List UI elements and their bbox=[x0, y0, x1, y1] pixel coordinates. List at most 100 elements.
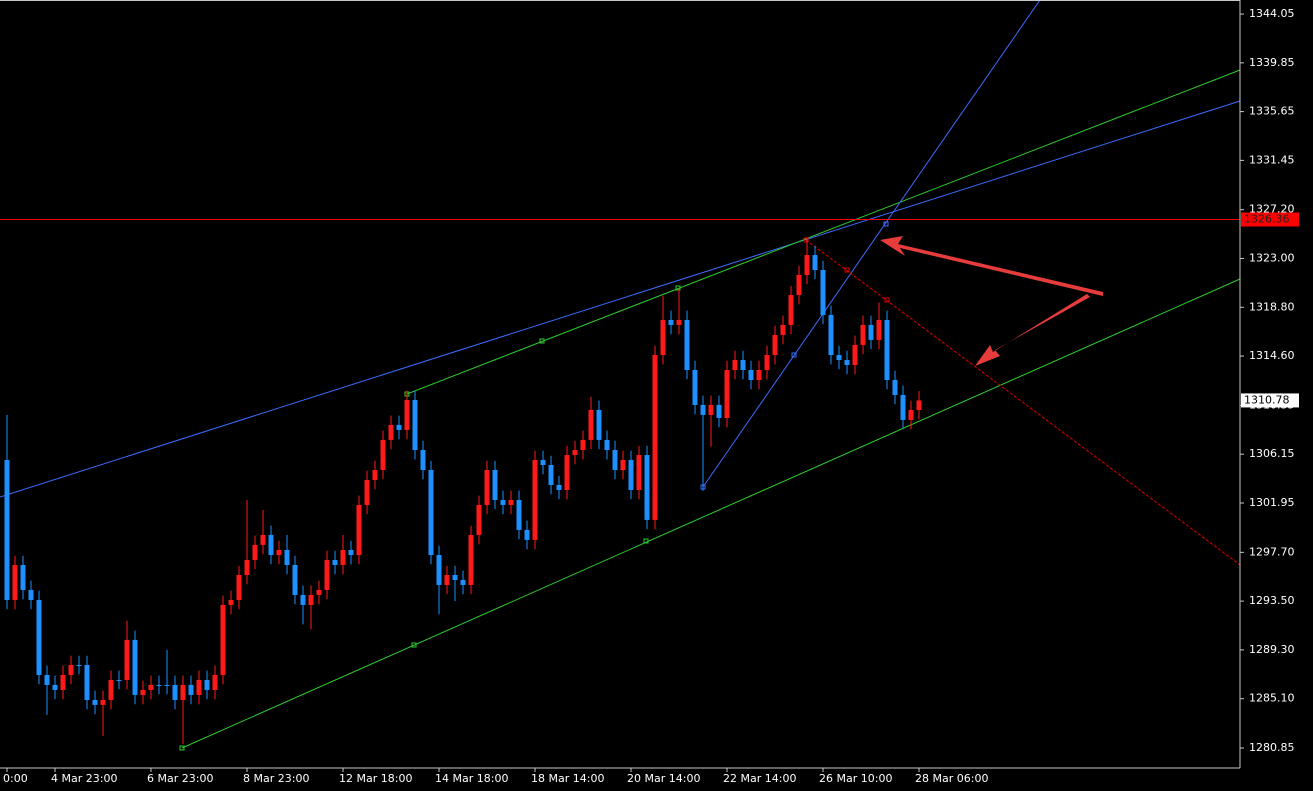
channel-lower bbox=[181, 278, 1241, 749]
candle-body bbox=[540, 460, 546, 466]
y-tick-label: 1318.80 bbox=[1249, 300, 1295, 313]
candle-body bbox=[708, 404, 714, 415]
candle-body bbox=[92, 699, 98, 705]
candle-body bbox=[884, 319, 890, 380]
candle-body bbox=[52, 684, 58, 690]
y-tick-label: 1344.05 bbox=[1249, 7, 1295, 20]
candle-body bbox=[572, 450, 578, 456]
candle-body bbox=[700, 404, 706, 415]
candle-body bbox=[852, 344, 858, 366]
candle-body bbox=[196, 679, 202, 695]
price-label-box bbox=[1241, 212, 1299, 227]
y-tick-label: 1293.50 bbox=[1249, 594, 1295, 607]
anchor-points bbox=[803, 237, 890, 303]
candle-body bbox=[756, 370, 762, 380]
candle-body bbox=[764, 355, 770, 371]
candles bbox=[4, 237, 922, 744]
arrow bbox=[880, 236, 1103, 296]
candle-body bbox=[684, 319, 690, 371]
y-tick-label: 1331.45 bbox=[1249, 153, 1295, 166]
candle-body bbox=[860, 324, 866, 345]
candle-body bbox=[84, 664, 90, 700]
candle-body bbox=[828, 314, 834, 356]
candle-body bbox=[524, 529, 530, 540]
candle-body bbox=[604, 439, 610, 451]
trend-line bbox=[805, 239, 1241, 566]
candle-body bbox=[588, 409, 594, 440]
candle-body bbox=[348, 550, 354, 556]
x-tick-label: 20 Mar 14:00 bbox=[627, 772, 700, 785]
x-tick-label: 14 Mar 18:00 bbox=[435, 772, 508, 785]
candle-body bbox=[100, 699, 106, 705]
candle-body bbox=[692, 370, 698, 405]
candle-body bbox=[356, 504, 362, 556]
y-tick-label: 1335.65 bbox=[1249, 105, 1295, 118]
candle-body bbox=[188, 684, 194, 695]
candle-body bbox=[548, 465, 554, 485]
candle-body bbox=[132, 639, 138, 695]
last-price-label: 1310.78 bbox=[1244, 393, 1290, 406]
candle-body bbox=[156, 684, 162, 686]
candle-body bbox=[268, 534, 274, 556]
y-tick-label: 1280.85 bbox=[1249, 741, 1295, 754]
candle-body bbox=[636, 455, 642, 490]
candle-body bbox=[412, 399, 418, 451]
candle-body bbox=[484, 469, 490, 505]
candle-body bbox=[420, 450, 426, 470]
candle-body bbox=[204, 679, 210, 690]
x-tick-label: 26 Mar 10:00 bbox=[819, 772, 892, 785]
candle-body bbox=[236, 574, 242, 600]
candle-body bbox=[596, 409, 602, 440]
candle-body bbox=[812, 255, 818, 271]
candle-body bbox=[476, 504, 482, 535]
candle-body bbox=[452, 574, 458, 580]
y-tick-label: 1339.85 bbox=[1249, 56, 1295, 69]
candle-body bbox=[260, 534, 266, 545]
candle-body bbox=[436, 555, 442, 585]
candle-body bbox=[652, 355, 658, 520]
candle-body bbox=[228, 599, 234, 605]
x-tick-label: 28 Mar 06:00 bbox=[915, 772, 988, 785]
candle-body bbox=[612, 450, 618, 470]
candle-body bbox=[340, 550, 346, 565]
arrows bbox=[880, 236, 1103, 366]
candle-body bbox=[44, 674, 50, 685]
x-tick-label: 12 Mar 18:00 bbox=[339, 772, 412, 785]
candle-body bbox=[844, 360, 850, 366]
candle-body bbox=[820, 270, 826, 315]
candle-body bbox=[556, 484, 562, 490]
x-tick-label: 4 Mar 23:00 bbox=[51, 772, 117, 785]
candle-body bbox=[220, 604, 226, 675]
candle-body bbox=[580, 439, 586, 451]
candle-body bbox=[292, 564, 298, 595]
candle-body bbox=[644, 455, 650, 520]
candle-body bbox=[164, 684, 170, 686]
candle-body bbox=[324, 560, 330, 590]
candle-body bbox=[76, 664, 82, 666]
candle-body bbox=[716, 404, 722, 418]
y-tick-label: 1306.15 bbox=[1249, 447, 1295, 460]
candle-body bbox=[564, 455, 570, 490]
drawn-objects bbox=[0, 0, 1241, 751]
candle-body bbox=[372, 469, 378, 480]
candle-body bbox=[300, 594, 306, 605]
y-tick-label: 1297.70 bbox=[1249, 545, 1295, 558]
candle-body bbox=[532, 460, 538, 540]
candle-body bbox=[332, 560, 338, 565]
candle-body bbox=[516, 499, 522, 530]
candle-body bbox=[180, 684, 186, 700]
candle-body bbox=[508, 499, 514, 505]
candle-body bbox=[660, 319, 666, 356]
candle-body bbox=[148, 684, 154, 690]
y-tick-label: 1285.10 bbox=[1249, 692, 1295, 705]
candle-body bbox=[396, 424, 402, 430]
candle-body bbox=[364, 479, 370, 505]
candle-body bbox=[20, 564, 26, 590]
candle-body bbox=[244, 560, 250, 575]
y-tick-label: 1327.20 bbox=[1249, 203, 1295, 216]
candle-body bbox=[868, 324, 874, 340]
candle-body bbox=[836, 355, 842, 361]
candle-body bbox=[780, 324, 786, 335]
price-label: 1326.36 bbox=[1244, 212, 1290, 225]
